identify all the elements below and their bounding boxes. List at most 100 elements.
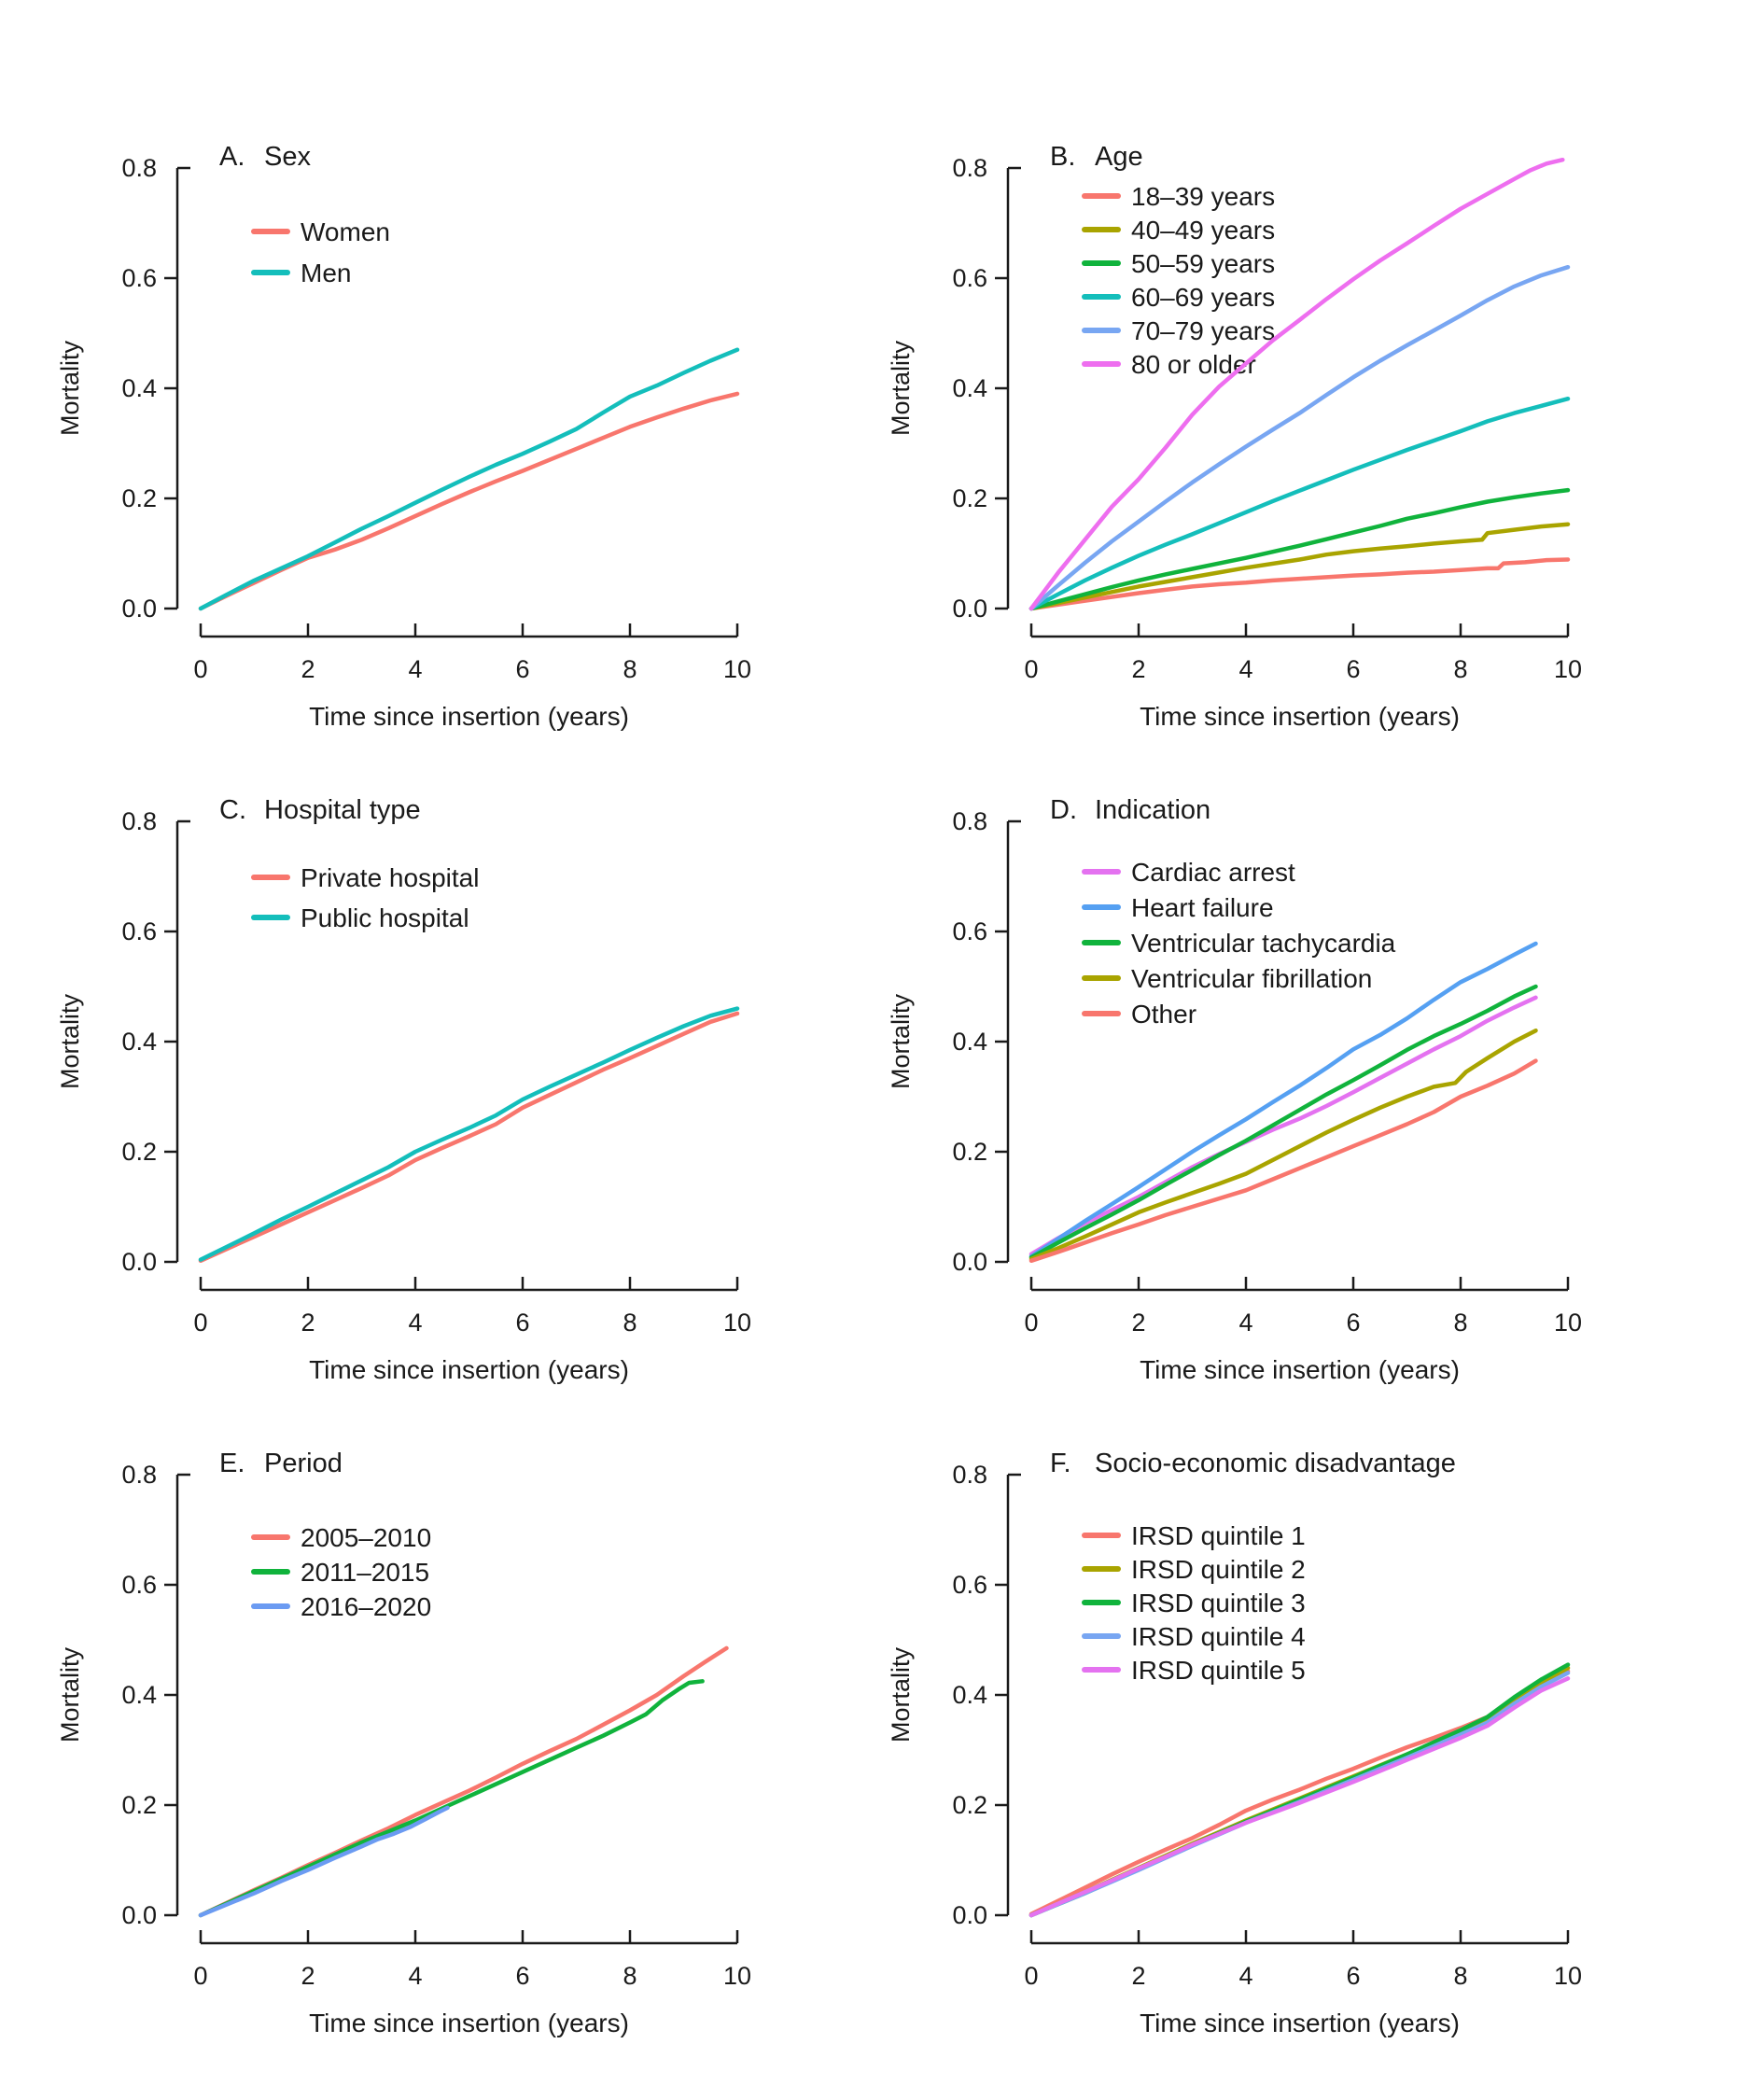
- x-tick-label: 0: [193, 1309, 207, 1337]
- x-tick-label: 2: [301, 1309, 315, 1337]
- x-axis-title: Time since insertion (years): [309, 2009, 629, 2037]
- legend-label-cardiac-arrest: Cardiac arrest: [1131, 858, 1295, 887]
- y-tick-label: 0.8: [952, 807, 987, 835]
- x-tick-label: 4: [1238, 1962, 1252, 1990]
- series-line-50-59-years: [1028, 487, 1571, 611]
- legend-label-ventricular-fibrillation: Ventricular fibrillation: [1131, 964, 1372, 993]
- y-tick-label: 0.8: [121, 154, 157, 182]
- x-axis-title: Time since insertion (years): [1140, 2009, 1460, 2037]
- legend-label-women: Women: [301, 217, 390, 246]
- x-tick-label: 4: [408, 1309, 422, 1337]
- x-tick-label: 8: [1453, 1962, 1467, 1990]
- x-tick-label: 8: [1453, 655, 1467, 683]
- y-tick-label: 0.2: [952, 484, 987, 512]
- legend-label-40-49-years: 40–49 years: [1131, 216, 1275, 245]
- panel-label: C.: [219, 795, 246, 825]
- x-tick-label: 8: [623, 1309, 637, 1337]
- legend-label-2005-2010: 2005–2010: [301, 1523, 431, 1552]
- y-tick-label: 0.8: [952, 154, 987, 182]
- panel-d-plot: 0.0 0.2 0.4 0.6 0.8 Mortality 0 2 4 6 8 10 Time sinc…: [887, 795, 1582, 1384]
- y-tick-label: 0.2: [121, 1138, 157, 1166]
- x-tick-label: 10: [723, 1309, 751, 1337]
- y-axis-title: Mortality: [56, 1646, 84, 1743]
- y-tick-label: 0.0: [952, 1901, 987, 1929]
- legend-label-2011-2015: 2011–2015: [301, 1558, 429, 1587]
- series-line-80-or-older: [1028, 157, 1565, 611]
- legend-label-other: Other: [1131, 1000, 1196, 1029]
- y-axis-title: Mortality: [56, 993, 84, 1089]
- x-axis-title: Time since insertion (years): [309, 1355, 629, 1384]
- legend-label-public-hospital: Public hospital: [301, 903, 469, 932]
- series-line-heart-failure: [1028, 941, 1538, 1259]
- y-tick-label: 0.0: [121, 595, 157, 623]
- x-axis-title: Time since insertion (years): [1140, 702, 1460, 731]
- x-tick-label: 8: [623, 1962, 637, 1990]
- x-tick-label: 8: [1453, 1309, 1467, 1337]
- panel-f-plot: 0.0 0.2 0.4 0.6 0.8 Mortality 0 2 4 6 8 10 Time sinc…: [887, 1449, 1582, 2037]
- panel-title: Period: [264, 1449, 343, 1478]
- y-tick-label: 0.6: [952, 917, 987, 945]
- panel-e-plot: 0.0 0.2 0.4 0.6 0.8 Mortality 0 2 4 6 8 10 Time sinc…: [56, 1449, 751, 2037]
- series-line-cardiac-arrest: [1028, 995, 1538, 1256]
- x-tick-label: 2: [1131, 655, 1145, 683]
- x-tick-label: 6: [515, 1962, 529, 1990]
- series-line-70-79-years: [1028, 264, 1571, 611]
- x-tick-label: 2: [301, 1962, 315, 1990]
- legend-label-irsd-quintile-1: IRSD quintile 1: [1131, 1521, 1306, 1550]
- y-tick-label: 0.8: [952, 1461, 987, 1489]
- y-axis-title: Mortality: [887, 340, 915, 436]
- x-tick-label: 2: [301, 655, 315, 683]
- panel-label: F.: [1050, 1449, 1071, 1478]
- y-tick-label: 0.0: [121, 1248, 157, 1276]
- series-line-18-39-years: [1028, 557, 1571, 611]
- y-tick-label: 0.0: [121, 1901, 157, 1929]
- y-tick-label: 0.2: [952, 1138, 987, 1166]
- y-tick-label: 0.6: [121, 264, 157, 292]
- y-tick-label: 0.0: [952, 595, 987, 623]
- legend-label-ventricular-tachycardia: Ventricular tachycardia: [1131, 929, 1396, 958]
- panel-label: A.: [219, 142, 245, 172]
- legend-label-irsd-quintile-5: IRSD quintile 5: [1131, 1656, 1306, 1685]
- x-tick-label: 4: [408, 655, 422, 683]
- x-tick-label: 4: [1238, 655, 1252, 683]
- series-line-40-49-years: [1028, 522, 1571, 611]
- y-axis-title: Mortality: [887, 993, 915, 1089]
- x-axis-title: Time since insertion (years): [1140, 1355, 1460, 1384]
- series-line-2016-2020: [198, 1805, 450, 1918]
- y-tick-label: 0.6: [121, 917, 157, 945]
- series-line-women: [198, 391, 740, 611]
- series-line-other: [1028, 1058, 1538, 1264]
- x-tick-label: 8: [623, 655, 637, 683]
- panel-label: D.: [1050, 795, 1077, 825]
- legend-label-private-hospital: Private hospital: [301, 863, 479, 892]
- legend-label-18-39-years: 18–39 years: [1131, 182, 1275, 211]
- series-line-ventricular-fibrillation: [1028, 1028, 1538, 1262]
- y-tick-label: 0.4: [952, 1028, 987, 1056]
- y-tick-label: 0.8: [121, 1461, 157, 1489]
- x-tick-label: 0: [1024, 1962, 1038, 1990]
- x-tick-label: 6: [1346, 655, 1360, 683]
- panel-title: Age: [1095, 142, 1143, 172]
- x-tick-label: 6: [1346, 1962, 1360, 1990]
- y-tick-label: 0.6: [952, 264, 987, 292]
- x-tick-label: 0: [1024, 1309, 1038, 1337]
- panel-b-age: 0.0 0.2 0.4 0.6 0.8 Mortality 0 2 4 6 8 10 Time sinc…: [877, 112, 1624, 784]
- y-tick-label: 0.6: [121, 1571, 157, 1599]
- legend-label-80-or-older: 80 or older: [1131, 350, 1256, 379]
- panel-f-socioeconomic: 0.0 0.2 0.4 0.6 0.8 Mortality 0 2 4 6 8 10 Time sinc…: [877, 1419, 1624, 2091]
- x-tick-label: 10: [1554, 655, 1582, 683]
- legend-label-2016-2020: 2016–2020: [301, 1592, 431, 1621]
- x-tick-label: 10: [1554, 1309, 1582, 1337]
- y-tick-label: 0.0: [952, 1248, 987, 1276]
- series-line-2005-2010: [198, 1645, 729, 1918]
- y-tick-label: 0.4: [952, 374, 987, 402]
- y-axis-title: Mortality: [56, 340, 84, 436]
- panel-title: Indication: [1095, 795, 1210, 825]
- series-line-2011-2015: [198, 1679, 705, 1918]
- y-axis-title: Mortality: [887, 1646, 915, 1743]
- panel-e-period: 0.0 0.2 0.4 0.6 0.8 Mortality 0 2 4 6 8 10 Time sinc…: [47, 1419, 793, 2091]
- series-line-60-69-years: [1028, 396, 1571, 611]
- x-tick-label: 2: [1131, 1962, 1145, 1990]
- x-tick-label: 6: [515, 1309, 529, 1337]
